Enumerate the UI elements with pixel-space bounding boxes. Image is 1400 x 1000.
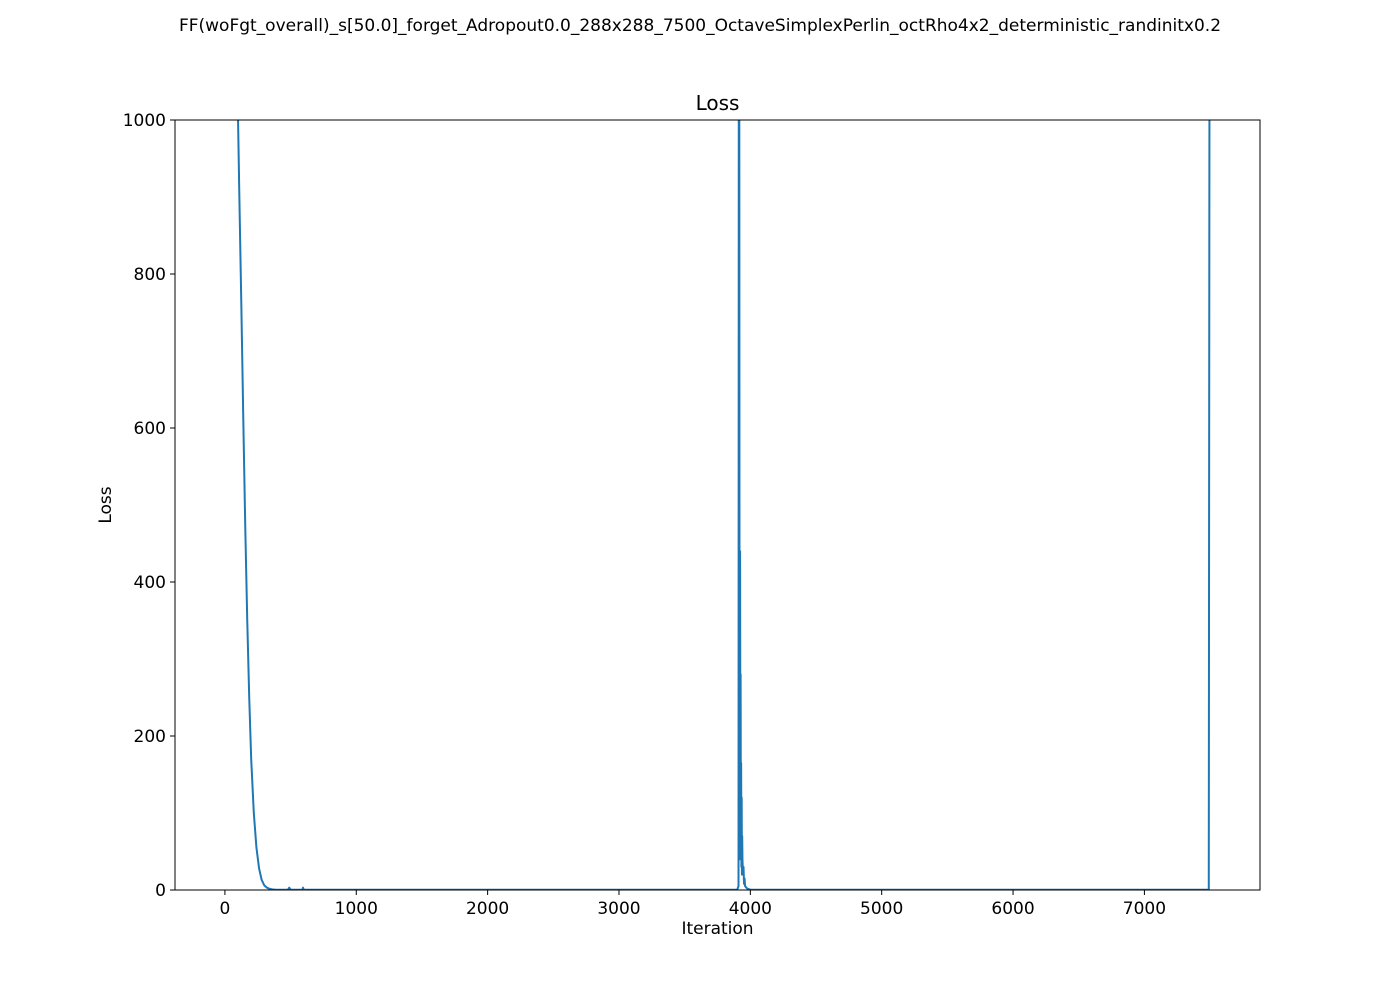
x-tick-label: 6000 bbox=[991, 899, 1034, 919]
x-axis-label: Iteration bbox=[681, 919, 754, 939]
y-tick-label: 200 bbox=[134, 727, 166, 747]
y-tick-label: 1000 bbox=[123, 111, 166, 131]
figure-suptitle: FF(woFgt_overall)_s[50.0]_forget_Adropou… bbox=[178, 16, 1222, 36]
chart-title: Loss bbox=[695, 91, 740, 115]
x-tick-label: 5000 bbox=[860, 899, 903, 919]
y-tick-label: 600 bbox=[134, 419, 166, 439]
y-tick-label: 400 bbox=[134, 573, 166, 593]
x-tick-label: 0 bbox=[220, 899, 231, 919]
x-tick-label: 3000 bbox=[597, 899, 640, 919]
axes-frame bbox=[174, 119, 1261, 891]
series-line-0 bbox=[237, 120, 1211, 890]
x-tick-label: 4000 bbox=[729, 899, 772, 919]
x-tick-label: 2000 bbox=[466, 899, 509, 919]
y-tick-label: 800 bbox=[134, 265, 166, 285]
x-tick-label: 1000 bbox=[335, 899, 378, 919]
y-tick-label: 0 bbox=[155, 881, 166, 901]
x-tick-label: 7000 bbox=[1123, 899, 1166, 919]
